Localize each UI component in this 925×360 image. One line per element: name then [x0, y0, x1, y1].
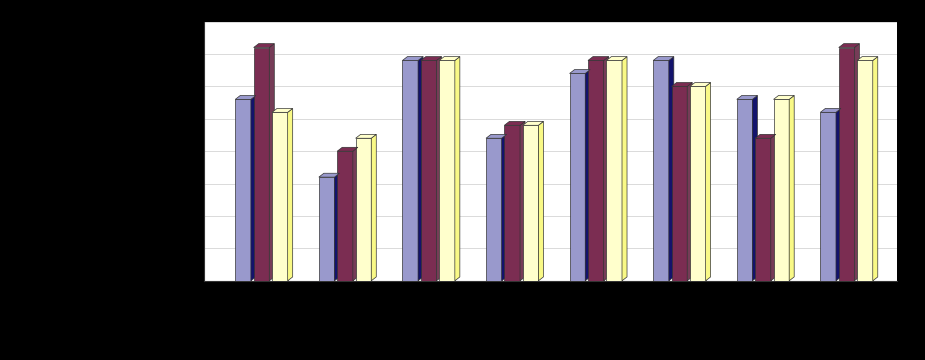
- Polygon shape: [439, 57, 460, 60]
- Bar: [272, 112, 288, 281]
- Bar: [204, 281, 897, 285]
- Bar: [439, 60, 455, 281]
- Polygon shape: [288, 108, 292, 281]
- Polygon shape: [355, 134, 376, 138]
- Polygon shape: [687, 82, 692, 281]
- Polygon shape: [737, 95, 758, 99]
- Polygon shape: [706, 82, 710, 281]
- Polygon shape: [253, 44, 275, 48]
- Bar: [355, 138, 371, 281]
- Bar: [486, 138, 501, 281]
- Polygon shape: [755, 134, 776, 138]
- Polygon shape: [855, 44, 859, 281]
- Polygon shape: [839, 44, 859, 48]
- Bar: [421, 60, 437, 281]
- Bar: [607, 60, 622, 281]
- Polygon shape: [272, 108, 292, 112]
- Polygon shape: [352, 147, 358, 281]
- Polygon shape: [669, 57, 673, 281]
- Polygon shape: [857, 57, 878, 60]
- Bar: [653, 60, 669, 281]
- Bar: [570, 73, 586, 281]
- Polygon shape: [335, 173, 339, 281]
- Polygon shape: [672, 82, 692, 86]
- Polygon shape: [251, 95, 256, 281]
- Bar: [690, 86, 706, 281]
- Bar: [773, 99, 789, 281]
- Polygon shape: [773, 95, 795, 99]
- Polygon shape: [418, 57, 423, 281]
- Bar: [672, 86, 687, 281]
- Bar: [253, 48, 269, 281]
- Bar: [588, 60, 604, 281]
- Bar: [338, 151, 352, 281]
- Bar: [235, 99, 251, 281]
- Bar: [319, 177, 335, 281]
- Polygon shape: [836, 108, 841, 281]
- Bar: [504, 125, 520, 281]
- Polygon shape: [520, 121, 525, 281]
- Polygon shape: [690, 82, 710, 86]
- Polygon shape: [771, 134, 776, 281]
- Polygon shape: [319, 173, 339, 177]
- Bar: [737, 99, 752, 281]
- Polygon shape: [752, 95, 758, 281]
- Polygon shape: [421, 57, 441, 60]
- Polygon shape: [338, 147, 358, 151]
- Polygon shape: [455, 57, 460, 281]
- Polygon shape: [269, 44, 275, 281]
- Polygon shape: [570, 69, 590, 73]
- Bar: [755, 138, 771, 281]
- Bar: [523, 125, 538, 281]
- Polygon shape: [538, 121, 544, 281]
- Polygon shape: [653, 57, 673, 60]
- Polygon shape: [820, 108, 841, 112]
- Polygon shape: [437, 57, 441, 281]
- Bar: [402, 60, 418, 281]
- Polygon shape: [504, 121, 525, 125]
- Bar: [820, 112, 836, 281]
- Polygon shape: [586, 69, 590, 281]
- Polygon shape: [501, 134, 507, 281]
- Polygon shape: [235, 95, 256, 99]
- Polygon shape: [402, 57, 423, 60]
- Polygon shape: [789, 95, 795, 281]
- Polygon shape: [371, 134, 376, 281]
- Polygon shape: [523, 121, 544, 125]
- Polygon shape: [607, 57, 627, 60]
- Polygon shape: [486, 134, 507, 138]
- Bar: [839, 48, 855, 281]
- Polygon shape: [588, 57, 609, 60]
- Bar: [857, 60, 873, 281]
- Polygon shape: [604, 57, 609, 281]
- Polygon shape: [622, 57, 627, 281]
- Polygon shape: [873, 57, 878, 281]
